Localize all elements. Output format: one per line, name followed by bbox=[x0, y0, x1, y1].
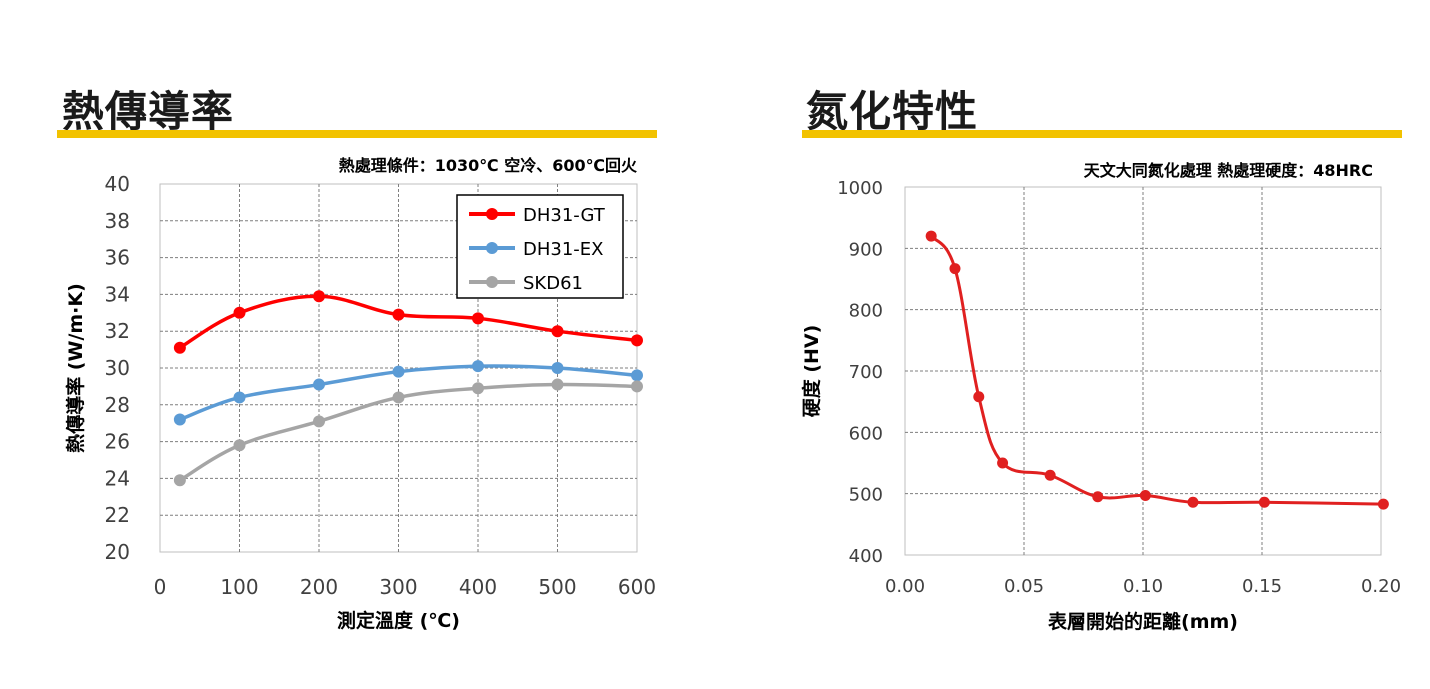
y-tick-label: 22 bbox=[105, 503, 130, 527]
chart-subtitle: 熱處理條件：1030℃ 空冷、600℃回火 bbox=[339, 156, 638, 175]
data-point bbox=[392, 308, 405, 321]
data-point bbox=[973, 391, 985, 403]
y-tick-label: 20 bbox=[105, 540, 130, 564]
data-point bbox=[997, 457, 1009, 469]
data-point bbox=[472, 382, 484, 395]
legend-marker bbox=[486, 208, 498, 220]
data-point bbox=[631, 380, 643, 393]
x-tick-label: 400 bbox=[459, 575, 497, 599]
x-tick-label: 0.20 bbox=[1361, 576, 1401, 597]
y-tick-label: 28 bbox=[105, 393, 130, 417]
y-tick-label: 1000 bbox=[837, 178, 883, 199]
legend-label: DH31-EX bbox=[523, 239, 604, 260]
data-point bbox=[173, 413, 186, 426]
data-point bbox=[631, 369, 643, 382]
x-tick-label: 0.15 bbox=[1242, 576, 1282, 597]
legend-marker bbox=[486, 242, 498, 254]
heading-underline-right bbox=[802, 130, 1402, 138]
y-tick-label: 30 bbox=[105, 356, 130, 380]
data-point bbox=[631, 334, 643, 347]
y-tick-label: 40 bbox=[105, 172, 130, 196]
y-tick-label: 38 bbox=[105, 209, 130, 233]
y-tick-label: 500 bbox=[849, 485, 883, 506]
y-tick-label: 26 bbox=[105, 430, 130, 454]
data-point bbox=[233, 306, 246, 319]
data-point bbox=[1092, 491, 1104, 503]
y-axis-label: 硬度 (HV) bbox=[800, 325, 823, 418]
y-tick-label: 600 bbox=[849, 423, 883, 444]
x-tick-label: 500 bbox=[538, 575, 576, 599]
y-axis-label: 熱傳導率 (W/m·K) bbox=[64, 283, 87, 453]
y-tick-label: 24 bbox=[105, 466, 130, 490]
heading-underline-left bbox=[57, 130, 657, 138]
x-tick-label: 600 bbox=[618, 575, 656, 599]
data-point bbox=[1377, 498, 1389, 510]
data-point bbox=[233, 439, 246, 452]
data-point bbox=[1139, 490, 1151, 502]
data-point bbox=[1044, 469, 1056, 481]
data-point bbox=[551, 362, 564, 374]
data-point bbox=[1258, 496, 1270, 508]
y-tick-label: 34 bbox=[105, 282, 130, 306]
data-point bbox=[1187, 496, 1199, 508]
heading-thermal-conductivity: 熱傳導率 bbox=[62, 87, 235, 136]
data-point bbox=[925, 230, 937, 242]
data-point bbox=[313, 290, 325, 303]
x-axis-label: 測定溫度 (℃) bbox=[337, 609, 460, 632]
data-point bbox=[392, 365, 405, 378]
x-tick-label: 0.10 bbox=[1123, 576, 1163, 597]
x-tick-label: 100 bbox=[220, 575, 258, 599]
data-point bbox=[313, 378, 325, 391]
legend-marker bbox=[486, 276, 498, 288]
data-point bbox=[233, 391, 246, 404]
chart-subtitle: 天文大同氮化處理 熱處理硬度：48HRC bbox=[1084, 161, 1373, 180]
heading-nitriding: 氮化特性 bbox=[806, 87, 979, 136]
y-tick-label: 900 bbox=[849, 239, 883, 260]
data-point bbox=[949, 263, 961, 275]
x-tick-label: 0.00 bbox=[885, 576, 925, 597]
y-tick-label: 700 bbox=[849, 362, 883, 383]
y-tick-label: 32 bbox=[105, 319, 130, 343]
data-point bbox=[472, 360, 484, 373]
data-point bbox=[472, 312, 484, 325]
chart-1: 400 500 600 700 800 900 1000 0.00 0.05 0.10 0.15 0.… bbox=[800, 161, 1401, 633]
legend-label: SKD61 bbox=[523, 273, 583, 294]
y-tick-label: 36 bbox=[105, 246, 130, 270]
x-tick-label: 0 bbox=[154, 575, 167, 599]
y-tick-label: 400 bbox=[849, 546, 883, 567]
data-point bbox=[313, 415, 325, 428]
data-point bbox=[551, 325, 564, 338]
x-tick-label: 0.05 bbox=[1004, 576, 1044, 597]
series-line-hardness bbox=[929, 235, 1384, 506]
x-axis-label: 表層開始的距離(mm) bbox=[1048, 610, 1238, 633]
y-tick-label: 800 bbox=[849, 301, 883, 322]
legend-label: DH31-GT bbox=[523, 205, 606, 226]
data-point bbox=[173, 474, 186, 487]
data-point bbox=[551, 378, 564, 391]
data-point bbox=[392, 391, 405, 404]
x-tick-label: 300 bbox=[379, 575, 417, 599]
x-tick-label: 200 bbox=[300, 575, 338, 599]
data-point bbox=[173, 341, 186, 354]
